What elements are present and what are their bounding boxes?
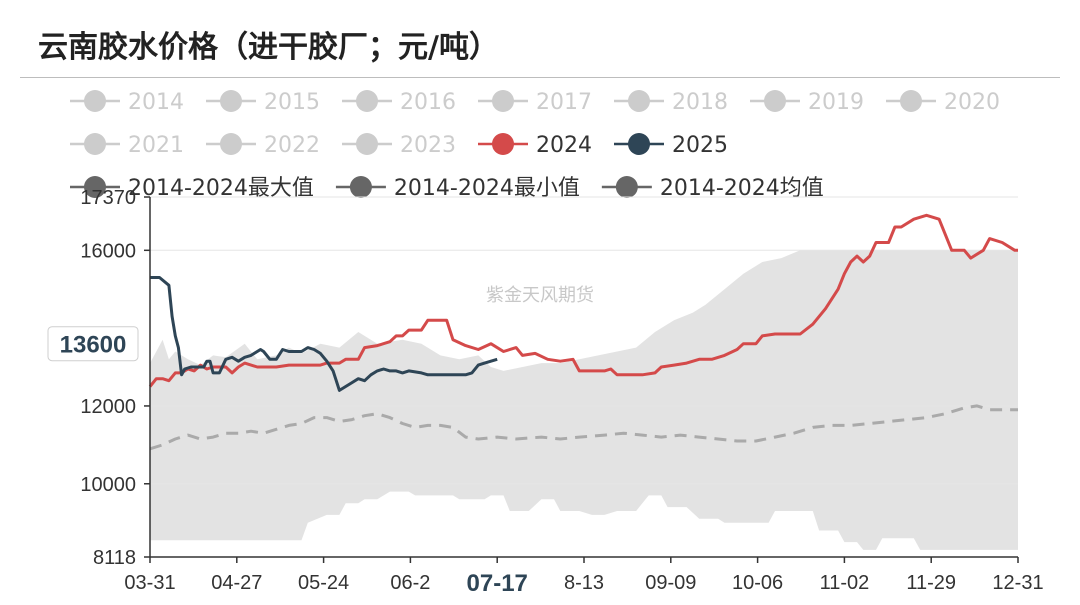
legend-item-2018[interactable]: 2018 <box>614 90 728 115</box>
legend-item-2015[interactable]: 2015 <box>206 90 320 115</box>
crosshair-y-label: 13600 <box>60 332 127 359</box>
legend-label: 2022 <box>264 133 320 158</box>
legend-label: 2020 <box>944 90 1000 115</box>
y-tick-label: 16000 <box>80 240 136 262</box>
crosshair-y-box <box>47 326 139 362</box>
legend-marker <box>220 133 242 155</box>
series-line-2014-2024均值[interactable] <box>149 404 1018 451</box>
y-tick-label: 17370 <box>80 187 136 209</box>
y-tick-label: 12000 <box>80 396 136 418</box>
legend-marker <box>356 90 378 112</box>
x-tick-label: 03-31 <box>124 572 175 594</box>
legend-marker <box>356 133 378 155</box>
x-tick-label: 8-13 <box>564 572 604 594</box>
plot-area: 紫金天风期货 8118 10000 12000 16000 17370 03-31 04-27… <box>47 187 1044 599</box>
legend-marker <box>764 90 786 112</box>
legend-label: 2018 <box>672 90 728 115</box>
x-tick-label: 09-09 <box>645 572 696 594</box>
legend: 2014 2015 2016 2017 2018 2019 2020 2021 2022 2023… <box>70 90 1000 201</box>
legend-label: 2023 <box>400 133 456 158</box>
x-tick-label: 06-2 <box>390 572 430 594</box>
legend-label: 2024 <box>536 133 592 158</box>
legend-marker <box>492 133 514 155</box>
legend-item-2014[interactable]: 2014 <box>70 90 184 115</box>
x-tick-label: 11-29 <box>906 572 956 594</box>
chart-title: 云南胶水价格（进干胶厂；元/吨） <box>38 30 499 65</box>
legend-item-2025[interactable]: 2025 <box>614 133 728 158</box>
legend-marker <box>628 133 650 155</box>
x-tick-label: 04-27 <box>211 572 262 594</box>
legend-label: 2016 <box>400 90 456 115</box>
legend-marker <box>84 90 106 112</box>
max-min-band <box>150 250 1018 550</box>
crosshair-x-box <box>449 565 546 599</box>
legend-marker <box>900 90 922 112</box>
legend-marker <box>84 176 106 198</box>
x-tick-label: 12-31 <box>992 572 1043 594</box>
legend-label: 2014 <box>128 90 184 115</box>
legend-item-2017[interactable]: 2017 <box>478 90 592 115</box>
legend-label: 2021 <box>128 133 184 158</box>
series-line-2025[interactable] <box>150 276 498 392</box>
legend-label: 2019 <box>808 90 864 115</box>
legend-marker <box>349 176 372 198</box>
legend-marker <box>615 176 638 198</box>
legend-item-2016[interactable]: 2016 <box>342 90 456 115</box>
crosshair-x-label: 07-17 <box>467 570 528 597</box>
legend-item-2023[interactable]: 2023 <box>342 133 456 158</box>
legend-item-2019[interactable]: 2019 <box>750 90 864 115</box>
title-divider <box>20 77 1060 78</box>
y-tick-label: 10000 <box>80 474 136 496</box>
legend-item-2021[interactable]: 2021 <box>70 133 184 158</box>
legend-marker <box>84 133 106 155</box>
legend-label: 2025 <box>672 133 728 158</box>
legend-marker <box>220 90 242 112</box>
series-line-2024[interactable] <box>148 213 1018 388</box>
y-tick-label: 8118 <box>93 547 136 569</box>
x-tick-label: 11-02 <box>820 572 870 594</box>
legend-marker <box>628 90 650 112</box>
x-tick-label: 05-24 <box>298 572 349 594</box>
legend-item-2020[interactable]: 2020 <box>886 90 1000 115</box>
legend-label: 2017 <box>536 90 592 115</box>
watermark: 紫金天风期货 <box>486 285 594 306</box>
legend-label: 2015 <box>264 90 320 115</box>
legend-item-2022[interactable]: 2022 <box>206 133 320 158</box>
x-tick-label: 10-06 <box>732 572 783 594</box>
legend-marker <box>492 90 514 112</box>
legend-item-2024[interactable]: 2024 <box>478 133 592 158</box>
